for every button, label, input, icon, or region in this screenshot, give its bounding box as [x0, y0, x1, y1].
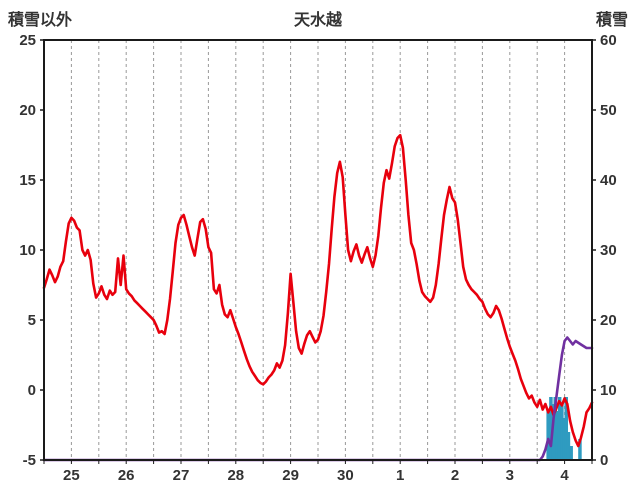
left-tick-label: -5: [23, 452, 36, 469]
x-tick-label: 25: [63, 467, 80, 484]
right-tick-label: 30: [600, 242, 617, 259]
x-tick-label: 3: [506, 467, 514, 484]
right-tick-label: 40: [600, 172, 617, 189]
right-tick-label: 60: [600, 32, 617, 49]
x-tick-label: 28: [227, 467, 244, 484]
left-tick-label: 10: [19, 242, 36, 259]
right-tick-label: 50: [600, 102, 617, 119]
left-tick-label: 15: [19, 172, 36, 189]
left-axis-title: 積雪以外: [8, 12, 73, 29]
chart-title: 天水越: [293, 12, 342, 29]
x-tick-label: 1: [396, 467, 404, 484]
x-tick-label: 30: [337, 467, 354, 484]
x-tick-label: 29: [282, 467, 299, 484]
x-tick-label: 2: [451, 467, 459, 484]
left-tick-label: 20: [19, 102, 36, 119]
left-tick-label: 0: [28, 382, 36, 399]
right-tick-label: 10: [600, 382, 617, 399]
x-tick-label: 27: [173, 467, 190, 484]
x-tick-label: 4: [560, 467, 569, 484]
left-tick-label: 5: [28, 312, 36, 329]
left-tick-label: 25: [19, 32, 36, 49]
right-tick-label: 0: [600, 452, 608, 469]
x-tick-label: 26: [118, 467, 135, 484]
right-tick-label: 20: [600, 312, 617, 329]
right-axis-title: 積雪: [595, 12, 628, 29]
